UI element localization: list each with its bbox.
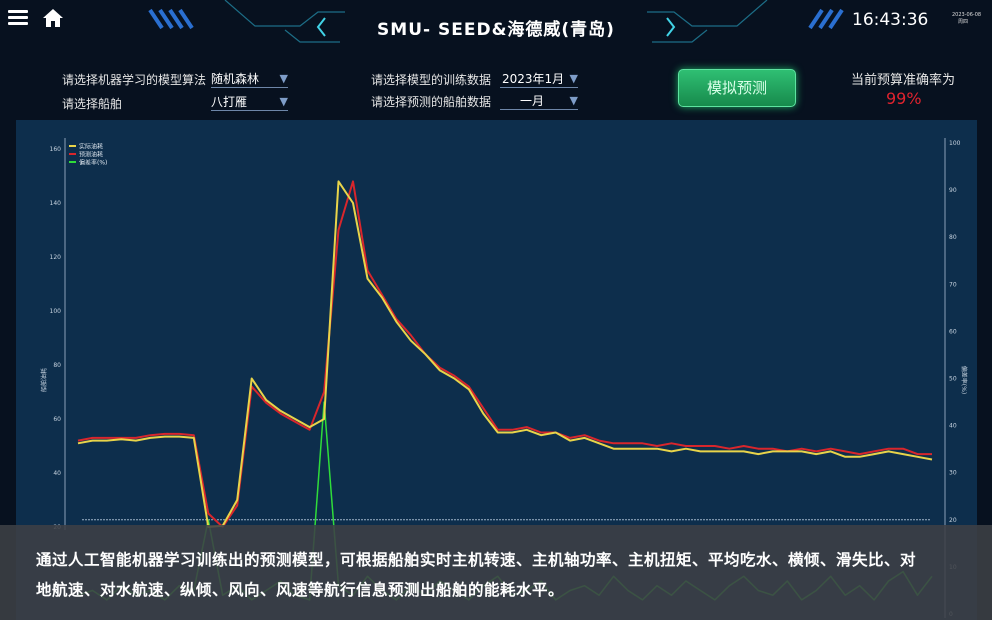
dropdown-icon: ▼ bbox=[279, 72, 288, 85]
legend-label: 预测油耗 bbox=[79, 151, 103, 159]
left-tick-label: 160 bbox=[50, 146, 62, 153]
dropdown-icon: ▼ bbox=[279, 95, 288, 108]
right-tick-label: 20 bbox=[949, 517, 957, 524]
menu-icon[interactable] bbox=[8, 10, 28, 26]
right-tick-label: 60 bbox=[949, 328, 957, 335]
clock: 16:43:36 bbox=[852, 10, 929, 30]
predict-value: 一月 bbox=[520, 94, 545, 108]
left-tick-label: 80 bbox=[53, 362, 61, 369]
legend-label: 偏差率(%) bbox=[79, 159, 107, 167]
weekday: 周四 bbox=[958, 19, 969, 25]
right-tick-label: 40 bbox=[949, 423, 957, 430]
simulate-predict-button[interactable]: 模拟预测 bbox=[678, 69, 796, 107]
algo-value: 随机森林 bbox=[211, 72, 260, 86]
accuracy-value: 99% bbox=[886, 89, 922, 108]
left-tick-label: 40 bbox=[53, 470, 61, 477]
description-overlay: 通过人工智能机器学习训练出的预测模型，可根据船舶实时主机转速、主机轴功率、主机扭… bbox=[0, 525, 992, 620]
right-tick-label: 90 bbox=[949, 187, 957, 194]
left-tick-label: 100 bbox=[50, 308, 62, 315]
left-tick-label: 60 bbox=[53, 416, 61, 423]
series-line-predicted bbox=[77, 180, 932, 528]
left-tick-label: 120 bbox=[50, 254, 62, 261]
home-icon[interactable] bbox=[42, 8, 64, 28]
header-decoration bbox=[148, 0, 844, 43]
predict-select[interactable]: 一月 ▼ bbox=[500, 92, 578, 110]
legend-label: 实际油耗 bbox=[79, 143, 103, 151]
dropdown-icon: ▼ bbox=[569, 72, 578, 85]
date-value: 2023-06-08 bbox=[952, 12, 982, 18]
right-tick-label: 70 bbox=[949, 281, 957, 288]
date: 2023-06-08 周四 bbox=[952, 12, 981, 26]
header: SMU- SEED&海德威(青岛) 16:43:36 2023-06-08 周四 bbox=[0, 0, 992, 55]
algo-label: 请选择机器学习的模型算法 bbox=[62, 73, 207, 87]
series-line-actual bbox=[77, 180, 933, 528]
train-value: 2023年1月 bbox=[502, 72, 565, 86]
right-tick-label: 30 bbox=[949, 470, 957, 477]
train-select[interactable]: 2023年1月 ▼ bbox=[500, 70, 578, 88]
right-tick-label: 50 bbox=[949, 376, 957, 383]
ship-value: 八打雁 bbox=[211, 95, 248, 109]
algo-select[interactable]: 随机森林 ▼ bbox=[211, 70, 288, 88]
train-label: 请选择模型的训练数据 bbox=[371, 73, 492, 87]
ship-label: 请选择船舶 bbox=[62, 97, 123, 111]
predict-label: 请选择预测的船舶数据 bbox=[371, 95, 492, 109]
right-tick-label: 100 bbox=[949, 140, 961, 147]
right-axis-label: 偏差率(%) bbox=[960, 366, 968, 394]
page-title: SMU- SEED&海德威(青岛) bbox=[377, 20, 615, 40]
right-tick-label: 80 bbox=[949, 234, 957, 241]
ship-select[interactable]: 八打雁 ▼ bbox=[211, 93, 288, 111]
accuracy-label: 当前预算准确率为 bbox=[851, 73, 956, 88]
left-tick-label: 140 bbox=[50, 200, 62, 207]
dropdown-icon: ▼ bbox=[569, 94, 578, 107]
left-axis-label: 船舶油耗 bbox=[40, 368, 48, 392]
